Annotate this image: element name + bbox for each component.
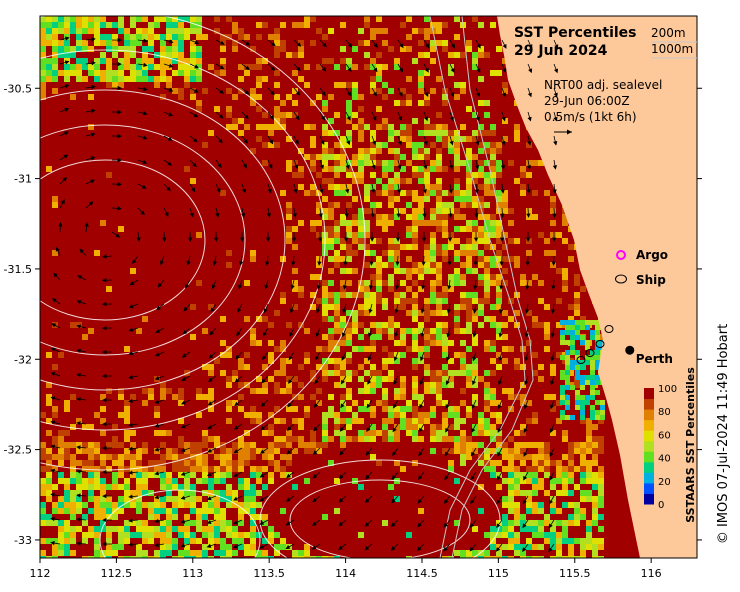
x-axis: 112 112.5 113 113.5 114 114.5 115 115.5 116 [30, 558, 662, 580]
y-tick-label: -31.5 [4, 263, 32, 276]
map-plot-area [40, 16, 697, 558]
colorbar-swatch [644, 493, 654, 505]
y-axis: -30.5 -31 -31.5 -32 -32.5 -33 [4, 82, 702, 547]
colorbar-swatch [644, 398, 654, 410]
colorbar-tick-label: 80 [658, 407, 671, 418]
time-label: 29-Jun 06:00Z [544, 94, 630, 108]
colorbar-swatch [644, 388, 654, 400]
x-tick-label: 112 [30, 567, 51, 580]
colorbar-title: SSTAARS SST Percentiles [684, 367, 697, 523]
colorbar-swatch [644, 430, 654, 442]
colorbar-swatch [644, 409, 654, 421]
city-label: Perth [636, 352, 673, 366]
argo-marker-icon [616, 250, 626, 260]
vector-scale-label: 0.5m/s (1kt 6h) [544, 110, 637, 124]
colorbar-swatch [644, 472, 654, 484]
perth-city-marker-icon [625, 345, 635, 355]
depth-contour-200m: 200m [651, 26, 686, 40]
x-tick-label: 112.5 [101, 567, 133, 580]
x-tick-label: 113 [182, 567, 203, 580]
y-tick-label: -32.5 [4, 444, 32, 457]
colorbar-tick-label: 100 [658, 384, 677, 395]
colorbar-swatch [644, 419, 654, 431]
x-tick-label: 115 [488, 567, 509, 580]
x-tick-label: 114.5 [406, 567, 438, 580]
colorbar-swatch [644, 451, 654, 463]
y-tick-label: -30.5 [4, 82, 32, 95]
product-label: NRT00 adj. sealevel [544, 78, 662, 92]
y-tick-label: -31 [14, 173, 32, 186]
y-tick-label: -32 [14, 353, 32, 366]
ship-tracks [576, 325, 614, 364]
plot-frame [39, 15, 698, 559]
y-tick-label: -33 [14, 534, 32, 547]
colorbar-swatch [644, 482, 654, 494]
current-vectors [50, 36, 559, 553]
colorbar-tick-label: 20 [658, 477, 671, 488]
colorbar-tick-label: 60 [658, 430, 671, 441]
x-tick-label: 114 [335, 567, 356, 580]
bathymetry-lines [429, 16, 534, 558]
sealevel-contours [40, 16, 501, 558]
colorbar-tick-label: 40 [658, 454, 671, 465]
x-tick-label: 115.5 [559, 567, 591, 580]
colorbar-tick-label: 0 [658, 500, 664, 511]
colorbar-swatch [644, 461, 654, 473]
x-tick-label: 113.5 [253, 567, 285, 580]
colorbar-swatch [644, 440, 654, 452]
copyright-notice: © IMOS 07-Jul-2024 11:49 Hobart [716, 324, 731, 544]
ship-label: Ship [636, 273, 666, 287]
colorbar: 100 80 60 40 20 0 [644, 384, 677, 511]
vector-scale-arrow-icon [554, 129, 572, 135]
x-tick-label: 116 [641, 567, 662, 580]
argo-label: Argo [636, 248, 668, 262]
map-title: SST Percentiles [514, 25, 637, 41]
map-date: 29 Jun 2024 [514, 43, 608, 59]
depth-contour-1000m: 1000m [651, 42, 693, 56]
ship-marker-icon [615, 274, 627, 284]
